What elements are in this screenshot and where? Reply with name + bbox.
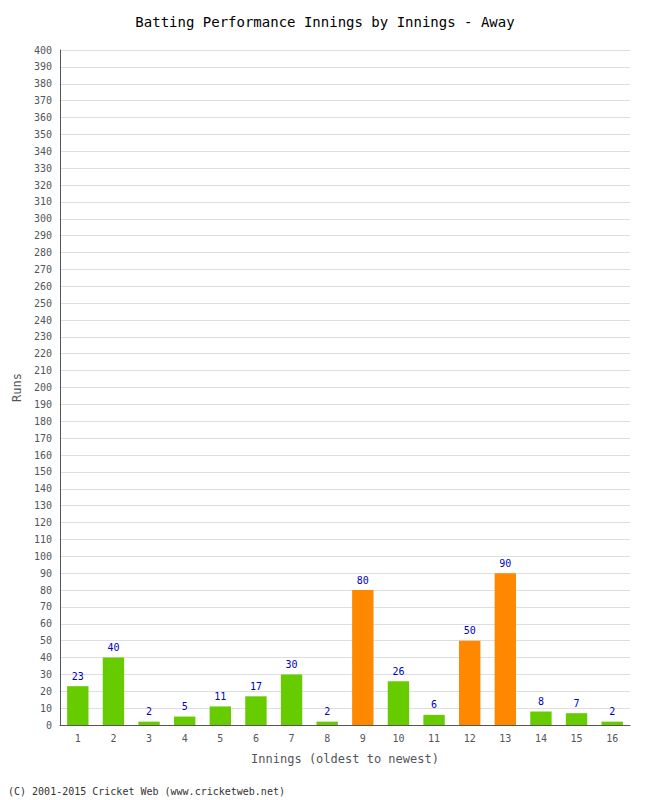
svg-text:7: 7 [574, 698, 580, 709]
svg-text:90: 90 [499, 558, 511, 569]
svg-text:220: 220 [34, 348, 52, 359]
svg-text:23: 23 [72, 671, 84, 682]
svg-text:Batting Performance Innings by: Batting Performance Innings by Innings -… [135, 14, 514, 30]
svg-text:200: 200 [34, 382, 52, 393]
svg-text:6: 6 [431, 699, 437, 710]
svg-text:300: 300 [34, 213, 52, 224]
svg-text:210: 210 [34, 365, 52, 376]
svg-text:3: 3 [146, 733, 152, 744]
svg-text:Innings (oldest to newest): Innings (oldest to newest) [251, 752, 439, 766]
svg-text:80: 80 [40, 585, 52, 596]
svg-text:6: 6 [253, 733, 259, 744]
svg-text:150: 150 [34, 466, 52, 477]
svg-text:400: 400 [34, 45, 52, 56]
svg-text:16: 16 [606, 733, 618, 744]
svg-text:11: 11 [214, 691, 226, 702]
svg-text:0: 0 [46, 720, 52, 731]
svg-text:360: 360 [34, 112, 52, 123]
svg-text:340: 340 [34, 146, 52, 157]
svg-text:130: 130 [34, 500, 52, 511]
svg-text:12: 12 [464, 733, 476, 744]
svg-text:230: 230 [34, 331, 52, 342]
svg-text:110: 110 [34, 534, 52, 545]
svg-text:5: 5 [182, 701, 188, 712]
svg-text:2: 2 [609, 706, 615, 717]
svg-text:70: 70 [40, 601, 52, 612]
svg-text:5: 5 [217, 733, 223, 744]
svg-text:260: 260 [34, 281, 52, 292]
svg-text:26: 26 [392, 666, 404, 677]
svg-text:40: 40 [107, 642, 119, 653]
svg-text:50: 50 [464, 625, 476, 636]
svg-text:180: 180 [34, 416, 52, 427]
svg-text:140: 140 [34, 483, 52, 494]
svg-text:9: 9 [360, 733, 366, 744]
svg-text:380: 380 [34, 78, 52, 89]
svg-text:350: 350 [34, 129, 52, 140]
svg-text:13: 13 [499, 733, 511, 744]
svg-text:330: 330 [34, 163, 52, 174]
svg-text:270: 270 [34, 264, 52, 275]
svg-text:10: 10 [40, 703, 52, 714]
svg-text:10: 10 [392, 733, 404, 744]
svg-text:11: 11 [428, 733, 440, 744]
svg-text:90: 90 [40, 568, 52, 579]
svg-text:(C) 2001-2015 Cricket Web (www: (C) 2001-2015 Cricket Web (www.cricketwe… [8, 786, 285, 797]
svg-text:160: 160 [34, 450, 52, 461]
svg-text:2: 2 [146, 706, 152, 717]
svg-text:280: 280 [34, 247, 52, 258]
svg-text:4: 4 [182, 733, 188, 744]
svg-text:30: 30 [40, 669, 52, 680]
svg-text:120: 120 [34, 517, 52, 528]
svg-text:17: 17 [250, 681, 262, 692]
svg-text:370: 370 [34, 95, 52, 106]
svg-text:240: 240 [34, 315, 52, 326]
svg-text:170: 170 [34, 433, 52, 444]
svg-text:320: 320 [34, 180, 52, 191]
svg-text:8: 8 [324, 733, 330, 744]
svg-text:1: 1 [75, 733, 81, 744]
svg-text:2: 2 [110, 733, 116, 744]
svg-text:7: 7 [289, 733, 295, 744]
svg-text:290: 290 [34, 230, 52, 241]
svg-text:20: 20 [40, 686, 52, 697]
svg-text:310: 310 [34, 196, 52, 207]
svg-text:30: 30 [286, 659, 298, 670]
svg-text:100: 100 [34, 551, 52, 562]
svg-text:15: 15 [571, 733, 583, 744]
svg-text:14: 14 [535, 733, 547, 744]
svg-text:8: 8 [538, 696, 544, 707]
svg-text:80: 80 [357, 575, 369, 586]
svg-text:250: 250 [34, 298, 52, 309]
svg-text:390: 390 [34, 61, 52, 72]
svg-text:2: 2 [324, 706, 330, 717]
svg-text:190: 190 [34, 399, 52, 410]
svg-text:40: 40 [40, 652, 52, 663]
svg-text:60: 60 [40, 618, 52, 629]
svg-text:Runs: Runs [10, 373, 24, 402]
svg-text:50: 50 [40, 635, 52, 646]
